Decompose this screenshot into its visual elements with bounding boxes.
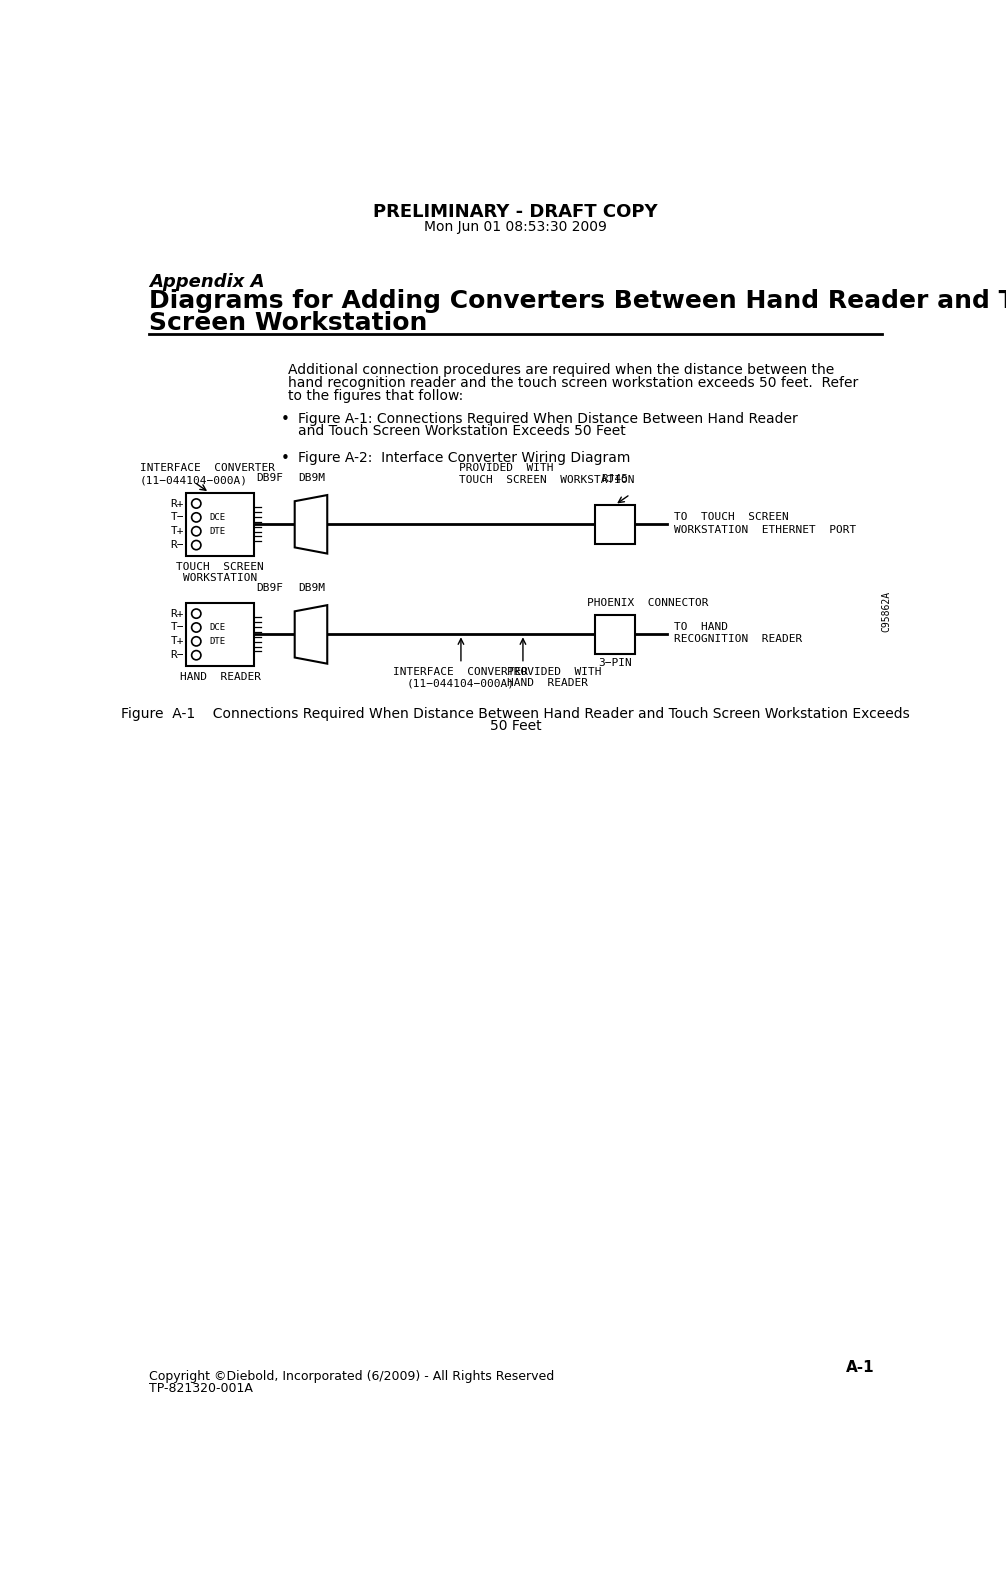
Text: R+: R+ [170,499,184,508]
Polygon shape [295,604,327,664]
Text: C95862A: C95862A [882,590,891,631]
Text: TOUCH  SCREEN: TOUCH SCREEN [176,562,265,573]
Text: (11−044104−000A): (11−044104−000A) [407,679,515,688]
Text: INTERFACE  CONVERTER: INTERFACE CONVERTER [393,667,528,677]
Text: TOUCH  SCREEN  WORKSTATION: TOUCH SCREEN WORKSTATION [459,475,635,486]
Text: RJ45: RJ45 [602,473,629,483]
Bar [595,505,635,543]
Circle shape [191,609,201,619]
Text: DB9M: DB9M [298,473,325,483]
Text: PHOENIX  CONNECTOR: PHOENIX CONNECTOR [586,598,708,608]
Text: HAND  READER: HAND READER [507,679,589,688]
Text: DCE: DCE [209,623,225,633]
Text: Figure A-2:  Interface Converter Wiring Diagram: Figure A-2: Interface Converter Wiring D… [298,451,630,466]
Text: TP-821320-001A: TP-821320-001A [149,1382,253,1395]
Text: Screen Workstation: Screen Workstation [149,311,428,335]
Circle shape [191,541,201,549]
Text: Additional connection procedures are required when the distance between the: Additional connection procedures are req… [289,363,835,377]
Text: R−: R− [170,540,184,551]
Text: Appendix A: Appendix A [149,273,265,290]
Text: (11−044104−000A): (11−044104−000A) [140,475,247,486]
Text: Diagrams for Adding Converters Between Hand Reader and Touch: Diagrams for Adding Converters Between H… [149,289,1006,314]
Text: Copyright ©Diebold, Incorporated (6/2009) - All Rights Reserved: Copyright ©Diebold, Incorporated (6/2009… [149,1370,554,1382]
Text: INTERFACE  CONVERTER: INTERFACE CONVERTER [140,462,275,473]
Polygon shape [295,495,327,554]
Text: WORKSTATION  ETHERNET  PORT: WORKSTATION ETHERNET PORT [674,525,856,535]
Bar [595,615,635,653]
Text: Figure  A-1    Connections Required When Distance Between Hand Reader and Touch : Figure A-1 Connections Required When Dis… [121,707,910,721]
Text: R−: R− [170,650,184,660]
Bar [186,492,255,555]
Text: T−: T− [170,513,184,522]
Text: PROVIDED  WITH: PROVIDED WITH [459,462,553,473]
Text: •: • [281,412,290,428]
Text: hand recognition reader and the touch screen workstation exceeds 50 feet.  Refer: hand recognition reader and the touch sc… [289,376,859,390]
Circle shape [191,650,201,660]
Text: •: • [281,451,290,466]
Text: DB9F: DB9F [256,582,283,593]
Text: WORKSTATION: WORKSTATION [183,573,258,582]
Text: DCE: DCE [209,513,225,522]
Text: 3−PIN: 3−PIN [598,658,632,669]
Text: PROVIDED  WITH: PROVIDED WITH [507,667,602,677]
Text: TO  HAND: TO HAND [674,622,727,631]
Circle shape [191,527,201,537]
Text: RECOGNITION  READER: RECOGNITION READER [674,634,802,644]
Text: and Touch Screen Workstation Exceeds 50 Feet: and Touch Screen Workstation Exceeds 50 … [298,424,626,439]
Text: DTE: DTE [209,638,225,645]
Bar [186,603,255,666]
Text: HAND  READER: HAND READER [180,672,261,682]
Text: PRELIMINARY - DRAFT COPY: PRELIMINARY - DRAFT COPY [373,204,658,221]
Text: T+: T+ [170,525,184,537]
Text: to the figures that follow:: to the figures that follow: [289,388,464,402]
Circle shape [191,623,201,633]
Text: Figure A-1: Connections Required When Distance Between Hand Reader: Figure A-1: Connections Required When Di… [298,412,798,426]
Text: T−: T− [170,622,184,633]
Circle shape [191,513,201,522]
Text: DTE: DTE [209,527,225,537]
Text: 50 Feet: 50 Feet [490,720,541,734]
Circle shape [191,638,201,645]
Text: TO  TOUCH  SCREEN: TO TOUCH SCREEN [674,511,789,522]
Circle shape [191,499,201,508]
Text: T+: T+ [170,636,184,647]
Text: A-1: A-1 [846,1360,874,1374]
Text: Mon Jun 01 08:53:30 2009: Mon Jun 01 08:53:30 2009 [425,221,607,234]
Text: DB9F: DB9F [256,473,283,483]
Text: DB9M: DB9M [298,582,325,593]
Text: R+: R+ [170,609,184,619]
